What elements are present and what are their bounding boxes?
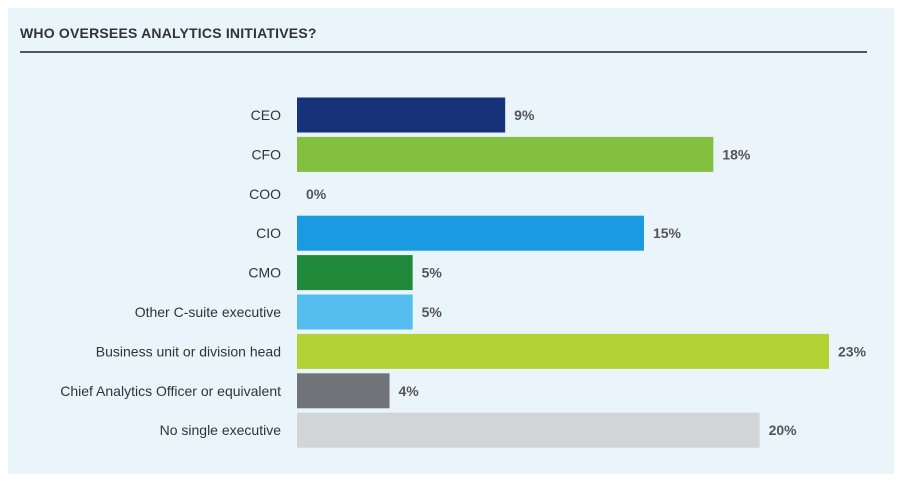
bar-cmo <box>297 255 413 291</box>
value-label-cio: 15% <box>653 225 682 241</box>
category-label-ceo: CEO <box>251 107 281 123</box>
bar-cio <box>297 215 644 251</box>
category-label-chief-analytics-officer-or-equivalent: Chief Analytics Officer or equivalent <box>60 383 281 399</box>
category-label-business-unit-or-division-head: Business unit or division head <box>96 343 281 359</box>
bar-no-single-executive <box>297 412 760 448</box>
value-label-no-single-executive: 20% <box>769 422 798 438</box>
value-label-cfo: 18% <box>722 146 751 162</box>
value-label-business-unit-or-division-head: 23% <box>838 343 867 359</box>
value-label-coo: 0% <box>306 186 327 202</box>
bar-other-c-suite-executive <box>297 294 413 330</box>
value-label-ceo: 9% <box>514 107 535 123</box>
category-label-cfo: CFO <box>251 146 281 162</box>
bar-ceo <box>297 97 506 133</box>
bar-chief-analytics-officer-or-equivalent <box>297 373 390 409</box>
category-label-no-single-executive: No single executive <box>160 422 282 438</box>
title-divider <box>20 51 867 53</box>
category-label-cmo: CMO <box>248 265 281 281</box>
value-label-other-c-suite-executive: 5% <box>422 304 443 320</box>
value-label-chief-analytics-officer-or-equivalent: 4% <box>399 383 420 399</box>
bar-cfo <box>297 136 714 172</box>
bar-business-unit-or-division-head <box>297 333 829 369</box>
chart-title: WHO OVERSEES ANALYTICS INITIATIVES? <box>20 25 317 41</box>
category-label-other-c-suite-executive: Other C-suite executive <box>135 304 281 320</box>
category-label-cio: CIO <box>256 225 281 241</box>
value-label-cmo: 5% <box>422 265 443 281</box>
category-label-coo: COO <box>249 186 281 202</box>
